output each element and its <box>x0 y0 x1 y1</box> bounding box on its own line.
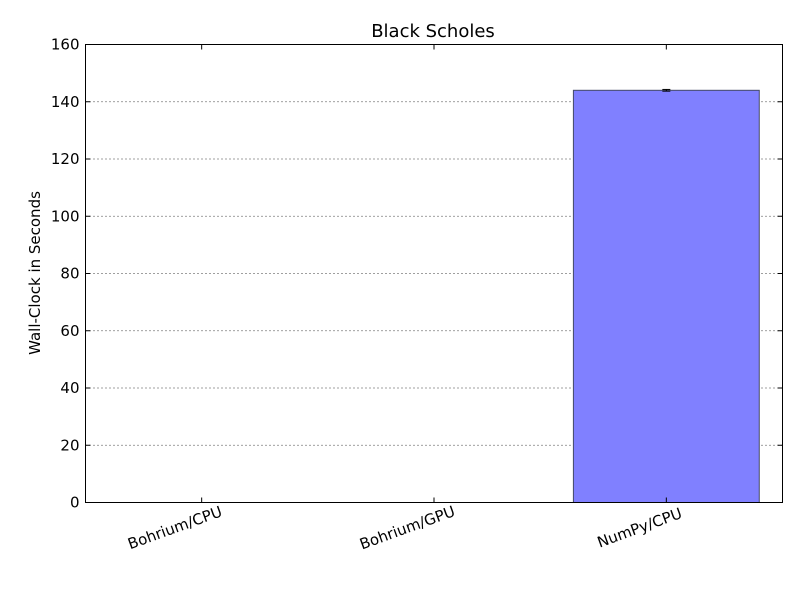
y-tick-label: 40 <box>60 379 79 397</box>
plot-frame <box>85 44 783 503</box>
y-axis-ticks: 0 20 40 60 80 100 120 140 160 <box>51 36 783 512</box>
y-tick-label: 120 <box>51 150 80 168</box>
x-tick-label: Bohrium/CPU <box>125 502 224 553</box>
x-tick-label: NumPy/CPU <box>595 504 685 551</box>
gridlines <box>85 101 783 446</box>
y-axis-label: Wall-Clock in Seconds <box>26 191 44 355</box>
y-tick-label: 140 <box>51 93 80 111</box>
y-tick-label: 60 <box>60 322 79 340</box>
bars <box>572 88 760 504</box>
y-tick-label: 80 <box>60 265 79 283</box>
y-tick-label: 100 <box>51 207 80 225</box>
chart-title: Black Scholes <box>371 21 495 42</box>
y-tick-label: 20 <box>60 436 79 454</box>
y-tick-label: 0 <box>70 494 80 512</box>
y-tick-label: 160 <box>51 36 80 54</box>
bar-numpy-cpu <box>572 89 760 504</box>
x-tick-label: Bohrium/GPU <box>357 502 457 553</box>
